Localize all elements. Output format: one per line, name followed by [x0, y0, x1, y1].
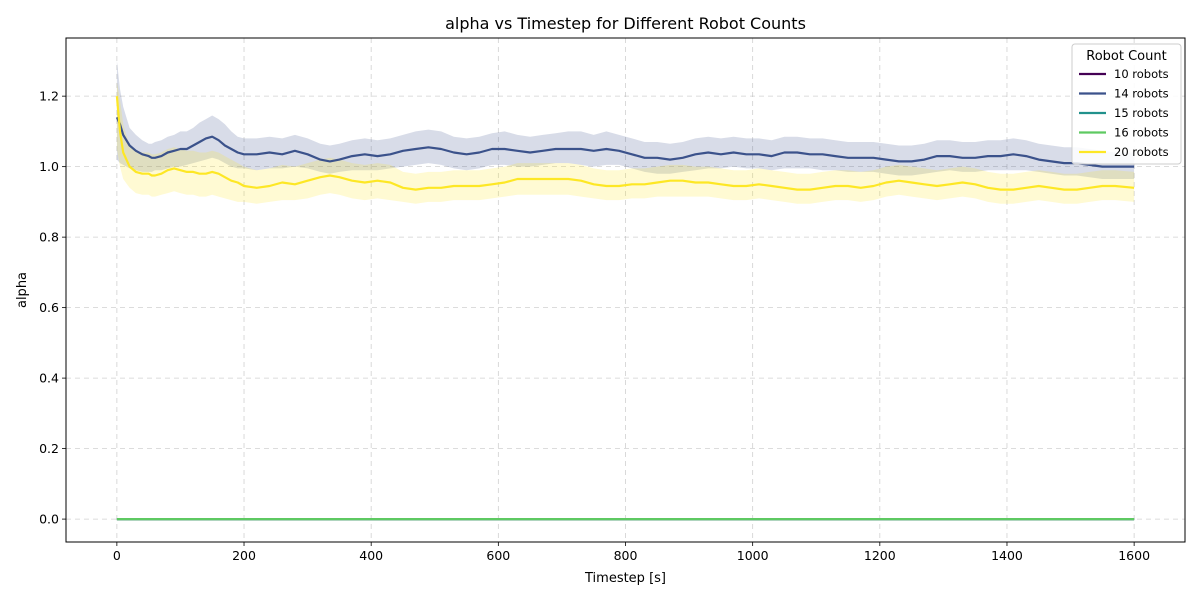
band-20-robots — [116, 82, 1135, 204]
x-tick-label: 1200 — [864, 548, 896, 563]
chart-title: alpha vs Timestep for Different Robot Co… — [445, 14, 806, 33]
x-axis-label: Timestep [s] — [584, 571, 666, 586]
x-tick-label: 0 — [113, 548, 121, 563]
y-tick-label: 1.0 — [39, 159, 59, 174]
legend-label-20-robots: 20 robots — [1114, 145, 1169, 159]
legend-label-15-robots: 15 robots — [1114, 106, 1169, 120]
y-tick-label: 0.0 — [39, 512, 59, 527]
legend-label-14-robots: 14 robots — [1114, 87, 1169, 101]
x-tick-label: 1400 — [991, 548, 1023, 563]
line-14-robots — [115, 116, 1135, 168]
y-tick-label: 1.2 — [39, 89, 59, 104]
x-tick-label: 800 — [614, 548, 638, 563]
x-tick-label: 600 — [486, 548, 510, 563]
y-axis-label: alpha — [15, 272, 30, 308]
band-14-robots — [116, 60, 1135, 179]
x-tick-label: 1600 — [1118, 548, 1150, 563]
legend-label-16-robots: 16 robots — [1114, 126, 1169, 140]
confidence-bands — [116, 60, 1135, 204]
y-tick-label: 0.6 — [39, 300, 59, 315]
line-20-robots — [115, 96, 1135, 191]
legend-label-10-robots: 10 robots — [1114, 67, 1169, 81]
y-tick-label: 0.4 — [39, 371, 59, 386]
y-tick-label: 0.2 — [39, 441, 59, 456]
axis-ticks: 0 200 400 600 800 1000 1200 1400 1600 0.0 0.2 0.4 0.… — [39, 89, 1150, 563]
series-lines — [115, 96, 1135, 521]
x-tick-label: 200 — [232, 548, 256, 563]
x-tick-label: 400 — [359, 548, 383, 563]
x-tick-label: 1000 — [737, 548, 769, 563]
y-tick-label: 0.8 — [39, 230, 59, 245]
legend-title: Robot Count — [1086, 49, 1166, 64]
legend-entries: 10 robots 14 robots 15 robots 16 robots 20 r… — [1079, 67, 1169, 159]
